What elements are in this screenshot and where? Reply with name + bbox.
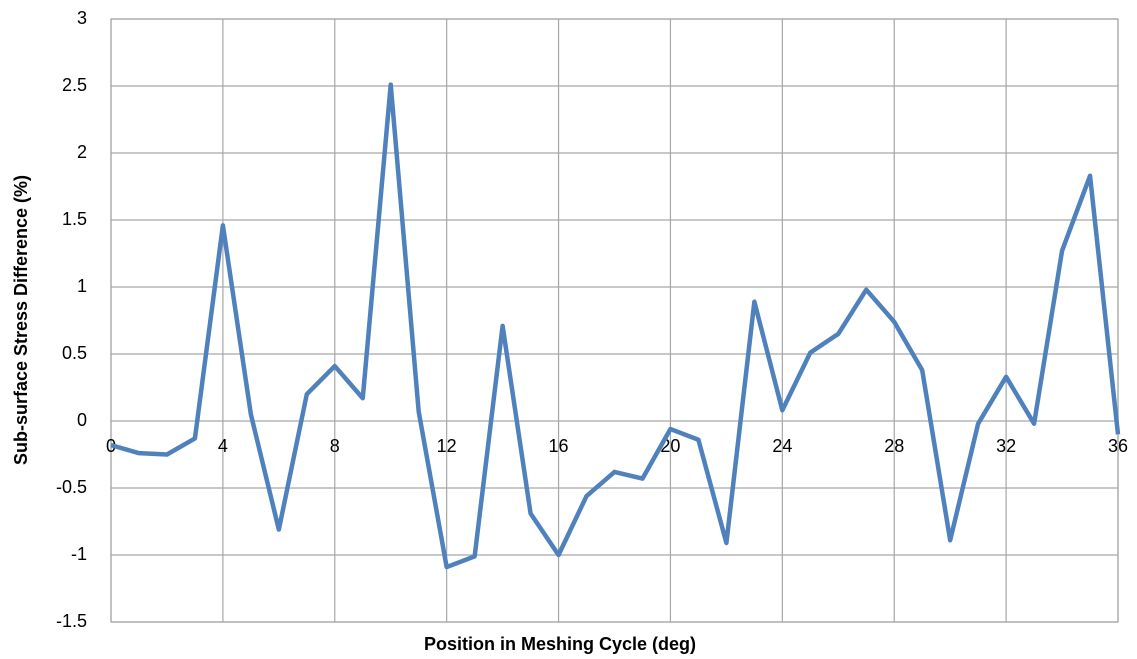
y-axis-title: Sub-surface Stress Difference (%) [11, 175, 31, 465]
plot-border [110, 18, 1119, 623]
x-tick-label: 36 [1108, 436, 1128, 456]
x-axis-title: Position in Meshing Cycle (deg) [424, 634, 696, 654]
y-tick-label: 2.5 [62, 75, 87, 95]
x-tick-label: 4 [218, 436, 228, 456]
y-tick-label: 1 [77, 276, 87, 296]
y-tick-label: 0 [77, 410, 87, 430]
x-tick-label: 16 [549, 436, 569, 456]
x-tick-label: 24 [772, 436, 792, 456]
y-tick-label: -1 [71, 544, 87, 564]
data-line [110, 82, 1121, 570]
x-tick-label: 8 [330, 436, 340, 456]
y-tick-label: 2 [77, 142, 87, 162]
x-tick-label: 32 [996, 436, 1016, 456]
y-tick-label: 0.5 [62, 343, 87, 363]
y-tick-label: 1.5 [62, 209, 87, 229]
x-tick-label: 28 [884, 436, 904, 456]
y-tick-label: 3 [77, 8, 87, 28]
x-tick-label: 12 [437, 436, 457, 456]
y-tick-label: -1.5 [56, 611, 87, 631]
y-tick-label: -0.5 [56, 477, 87, 497]
